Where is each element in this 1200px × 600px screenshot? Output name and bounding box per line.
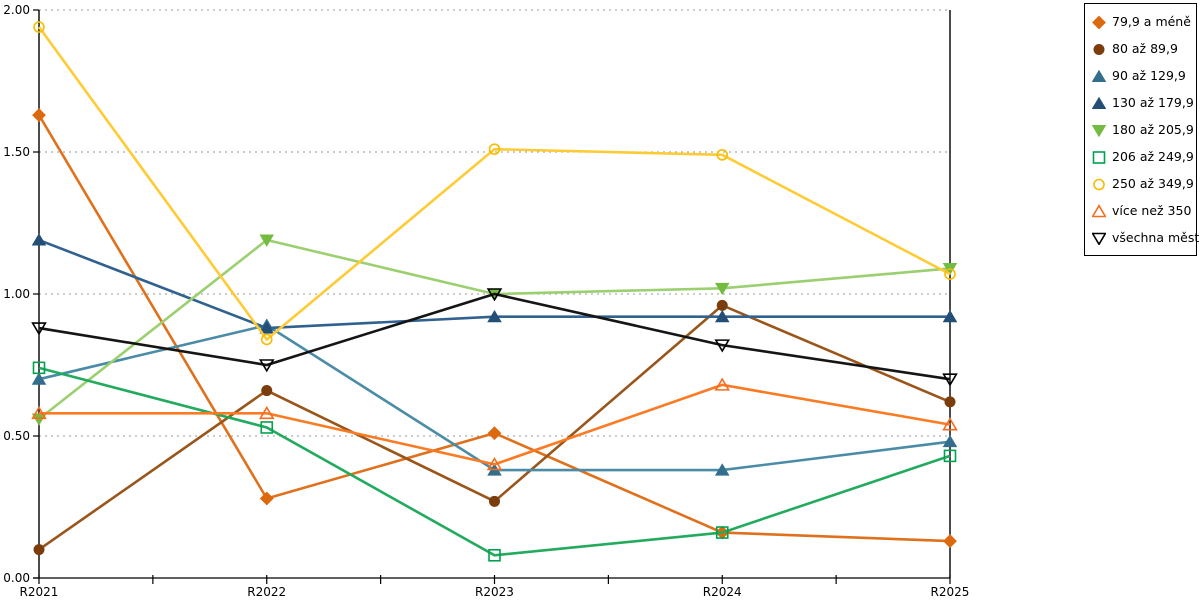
square-marker-icon [1092, 150, 1106, 164]
series-8 [31, 377, 958, 471]
series-9 [31, 288, 958, 387]
legend-label: 90 až 129,9 [1112, 68, 1186, 83]
x-axis-labels: R2021 R2022 R2023 R2024 R2025 [20, 585, 970, 599]
axes [33, 9, 951, 584]
legend-item: všechna města [1092, 225, 1200, 250]
legend-label: 180 až 205,9 [1112, 122, 1194, 137]
series-2 [33, 299, 956, 556]
circle-marker-icon [1093, 178, 1105, 190]
triangle-down-marker-icon [1092, 124, 1106, 137]
y-tick-label: 0.00 [3, 571, 30, 585]
y-axis-labels: 0.00 0.50 1.00 1.50 2.00 [3, 3, 30, 585]
legend-label: 130 až 179,9 [1112, 95, 1194, 110]
legend-item: 180 až 205,9 [1092, 117, 1196, 142]
y-tick-label: 0.50 [3, 429, 30, 443]
x-tick-label: R2024 [703, 585, 742, 599]
triangle-up-marker-icon [1092, 69, 1106, 82]
series-5 [31, 234, 958, 426]
triangle-up-marker-icon [1092, 203, 1106, 217]
x-tick-label: R2023 [475, 585, 514, 599]
triangle-down-marker-icon [1092, 232, 1106, 245]
y-tick-label: 1.00 [3, 287, 30, 301]
x-tick-label: R2021 [20, 585, 59, 599]
legend-box: 79,9 a méně 80 až 89,9 90 až 129,9 130 až 1… [1084, 3, 1200, 256]
x-tick-label: R2022 [247, 585, 286, 599]
x-tick-label: R2025 [931, 585, 970, 599]
legend-item: více než 350 [1092, 198, 1196, 223]
circle-marker-icon [1093, 43, 1105, 55]
legend-label: více než 350 [1112, 203, 1192, 218]
legend-item: 250 až 349,9 [1092, 171, 1196, 196]
legend-item: 90 až 129,9 [1092, 63, 1196, 88]
legend-item: 130 až 179,9 [1092, 90, 1196, 115]
triangle-up-marker-icon [1092, 96, 1106, 109]
legend-label: 250 až 349,9 [1112, 176, 1194, 191]
legend-label: 80 až 89,9 [1112, 41, 1178, 56]
legend-label: všechna města [1112, 230, 1200, 245]
series-1 [32, 108, 957, 548]
legend-label: 79,9 a méně [1112, 14, 1191, 29]
legend-item: 79,9 a méně [1092, 9, 1196, 34]
series-4 [31, 233, 958, 334]
legend-item: 206 až 249,9 [1092, 144, 1196, 169]
series-3 [31, 318, 958, 476]
y-tick-label: 1.50 [3, 145, 30, 159]
y-tick-label: 2.00 [3, 3, 30, 17]
legend-label: 206 až 249,9 [1112, 149, 1194, 164]
diamond-marker-icon [1092, 15, 1106, 29]
legend-item: 80 až 89,9 [1092, 36, 1196, 61]
gridlines [39, 9, 950, 437]
series-6 [32, 361, 957, 562]
series-7 [33, 21, 956, 346]
